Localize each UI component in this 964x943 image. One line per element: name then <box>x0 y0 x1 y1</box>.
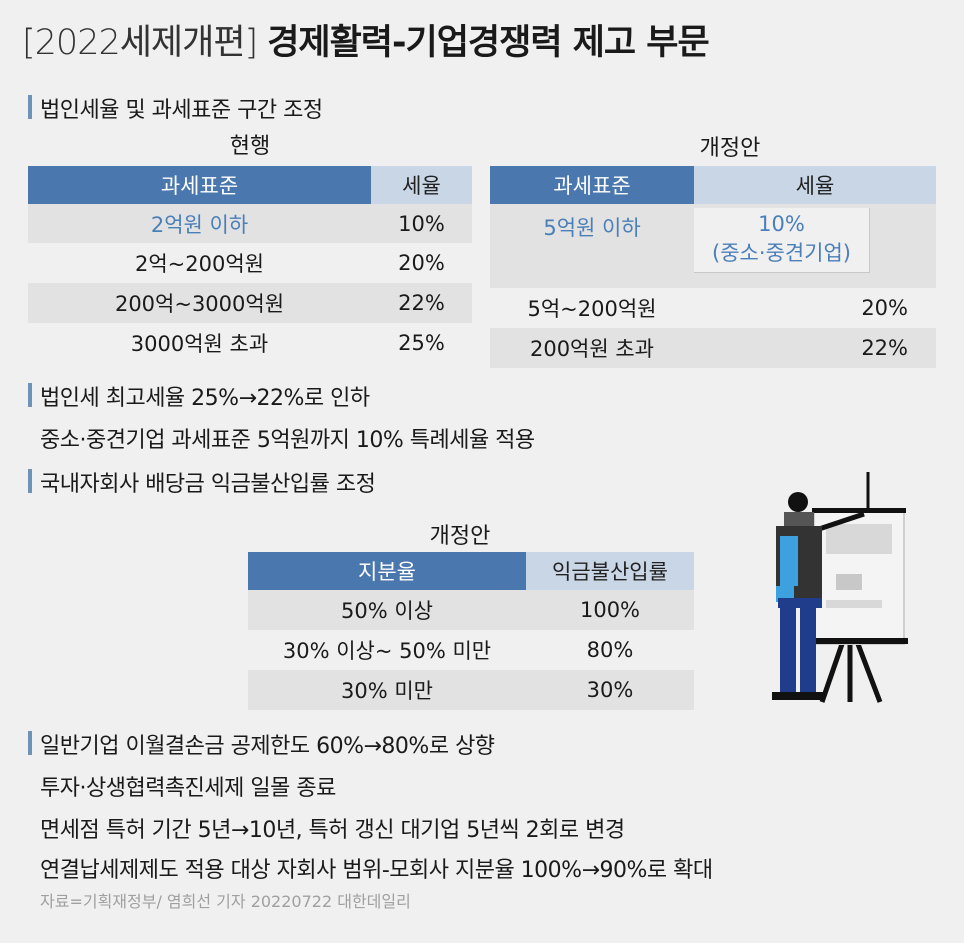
table-row: 200억원 초과 22% <box>490 328 936 368</box>
current-caption: 현행 <box>229 134 271 159</box>
table-cell: 30% 이상~ 50% 미만 <box>248 630 526 670</box>
section4-item: 연결납세제제도 적용 대상 자회사 범위-모회사 지분율 100%→90%로 확… <box>40 858 713 883</box>
section4-item: 투자·상생협력촉진세제 일몰 종료 <box>40 776 336 801</box>
section2-heading: 법인세 최고세율 25%→22%로 인하 <box>28 380 370 412</box>
section4-heading: 일반기업 이월결손금 공제한도 60%→80%로 상향 <box>28 728 495 760</box>
proposed-caption: 개정안 <box>699 136 761 161</box>
presenter-with-board-icon <box>772 472 908 703</box>
table-row: 2억원 이하 10% <box>28 204 472 243</box>
small-rate-note: (중소·중견기업) <box>712 241 851 265</box>
table-cell: 10% <box>371 204 472 243</box>
table-cell: 100% <box>526 590 694 630</box>
table-cell: 5억~200억원 <box>490 288 694 328</box>
table-row: 5억원 이하 10% (중소·중견기업) <box>490 204 936 288</box>
proposed-header-rate: 세율 <box>694 166 936 204</box>
table-cell: 30% 미만 <box>248 670 526 710</box>
current-header-rate: 세율 <box>371 166 472 204</box>
table-cell: 5억원 이하 <box>490 204 694 288</box>
table-cell: 22% <box>694 328 936 368</box>
current-header-base: 과세표준 <box>28 166 371 204</box>
table-cell: 20% <box>371 243 472 283</box>
table-cell: 200억원 초과 <box>490 328 694 368</box>
table-cell: 2억~200억원 <box>28 243 371 283</box>
table-cell: 50% 이상 <box>248 590 526 630</box>
table-row: 2억~200억원 20% <box>28 243 472 283</box>
table-cell: 80% <box>526 630 694 670</box>
title-prefix: [2022세제개편] <box>22 23 258 63</box>
dividend-header-rate: 익금불산입률 <box>526 552 694 590</box>
current-tax-table: 과세표준 세율 2억원 이하 10% 2억~200억원 20% 200억~300… <box>28 166 472 363</box>
table-cell: 3000억원 초과 <box>28 323 371 363</box>
proposed-tax-table: 과세표준 세율 5억원 이하 10% (중소·중견기업) 5억~200억원 20… <box>490 166 936 368</box>
small-rate: 10% <box>758 212 805 236</box>
table-row: 30% 이상~ 50% 미만 80% <box>248 630 694 670</box>
table-row: 30% 미만 30% <box>248 670 694 710</box>
page-title: [2022세제개편] 경제활력-기업경쟁력 제고 부문 <box>22 14 710 65</box>
source-credit: 자료=기획재정부/ 염희선 기자 20220722 대한데일리 <box>40 892 411 911</box>
table-cell: 25% <box>371 323 472 363</box>
table-cell: 2억원 이하 <box>28 204 371 243</box>
table-row: 50% 이상 100% <box>248 590 694 630</box>
table-cell: 22% <box>371 283 472 323</box>
table-cell: 200억~3000억원 <box>28 283 371 323</box>
dividend-header-share: 지분율 <box>248 552 526 590</box>
table-cell: 30% <box>526 670 694 710</box>
table-cell: 20% <box>694 288 936 328</box>
dividend-table: 지분율 익금불산입률 50% 이상 100% 30% 이상~ 50% 미만 80… <box>248 552 694 710</box>
table-cell: 10% (중소·중견기업) <box>694 204 936 288</box>
section3-heading: 국내자회사 배당금 익금불산입률 조정 <box>28 466 376 498</box>
table-row: 3000억원 초과 25% <box>28 323 472 363</box>
table-row: 200억~3000억원 22% <box>28 283 472 323</box>
section4-item: 면세점 특허 기간 5년→10년, 특허 갱신 대기업 5년씩 2회로 변경 <box>40 818 625 843</box>
table-row: 5억~200억원 20% <box>490 288 936 328</box>
section1-heading: 법인세율 및 과세표준 구간 조정 <box>28 92 323 124</box>
section2-sub: 중소·중견기업 과세표준 5억원까지 10% 특례세율 적용 <box>40 428 535 453</box>
proposed-header-base: 과세표준 <box>490 166 694 204</box>
title-main: 경제활력-기업경쟁력 제고 부문 <box>267 23 709 63</box>
dividend-caption: 개정안 <box>429 524 491 549</box>
